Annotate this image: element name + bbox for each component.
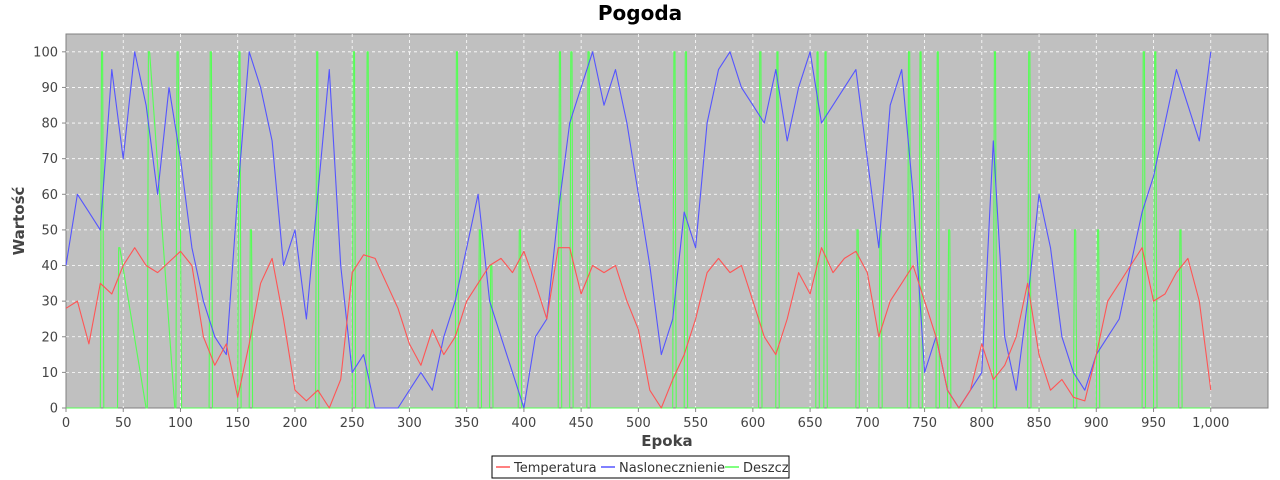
y-tick-label: 20 — [41, 330, 58, 345]
x-tick-label: 500 — [626, 416, 651, 431]
series-line-deszcz — [66, 51, 1211, 409]
x-tick-label: 950 — [1141, 416, 1166, 431]
tick-labels: 0 50 100 150 200 250 300 350 400 450 500 550 600 650 7… — [33, 45, 1229, 431]
y-axis-label: Wartość — [10, 186, 28, 255]
x-tick-label: 600 — [740, 416, 765, 431]
legend-label-naslonecznienie: Naslonecznienie — [619, 461, 725, 476]
y-tick-label: 30 — [41, 295, 58, 310]
chart-title: Pogoda — [598, 1, 682, 25]
x-tick-label: 400 — [511, 416, 536, 431]
x-tick-label: 50 — [115, 416, 132, 431]
legend-box — [491, 455, 790, 479]
axes — [62, 51, 1212, 412]
x-axis-label: Epoka — [641, 432, 692, 450]
x-tick-label: 700 — [855, 416, 880, 431]
x-tick-label: 250 — [340, 416, 365, 431]
y-tick-label: 10 — [41, 366, 58, 381]
x-tick-label: 800 — [969, 416, 994, 431]
x-tick-label: 450 — [569, 416, 594, 431]
series-lines — [65, 51, 1212, 409]
y-tick-label: 40 — [41, 259, 58, 274]
y-tick-label: 80 — [41, 117, 58, 132]
x-tick-label: 300 — [397, 416, 422, 431]
x-tick-label: 750 — [912, 416, 937, 431]
grid-lines — [66, 34, 1268, 408]
y-tick-label: 0 — [50, 402, 58, 417]
x-tick-label: 200 — [283, 416, 308, 431]
y-tick-label: 100 — [33, 45, 58, 60]
x-tick-label: 650 — [798, 416, 823, 431]
x-tick-label: 850 — [1027, 416, 1052, 431]
x-tick-label: 100 — [168, 416, 193, 431]
x-tick-label: 550 — [683, 416, 708, 431]
x-tick-label: 1,000 — [1192, 416, 1229, 431]
x-tick-label: 900 — [1084, 416, 1109, 431]
x-tick-label: 150 — [225, 416, 250, 431]
x-tick-label: 0 — [62, 416, 70, 431]
series-line-naslonecznienie — [65, 51, 1212, 409]
plot-area — [65, 33, 1269, 409]
legend: Temperatura Naslonecznienie Deszcz — [491, 455, 790, 479]
legend-label-temperatura: Temperatura — [513, 461, 597, 476]
legend-label-deszcz: Deszcz — [743, 461, 789, 476]
y-tick-label: 70 — [41, 152, 58, 167]
y-tick-label: 50 — [41, 223, 58, 238]
x-tick-label: 350 — [454, 416, 479, 431]
series-line-temperatura — [65, 247, 1212, 409]
y-tick-label: 60 — [41, 188, 58, 203]
y-tick-label: 90 — [41, 81, 58, 96]
